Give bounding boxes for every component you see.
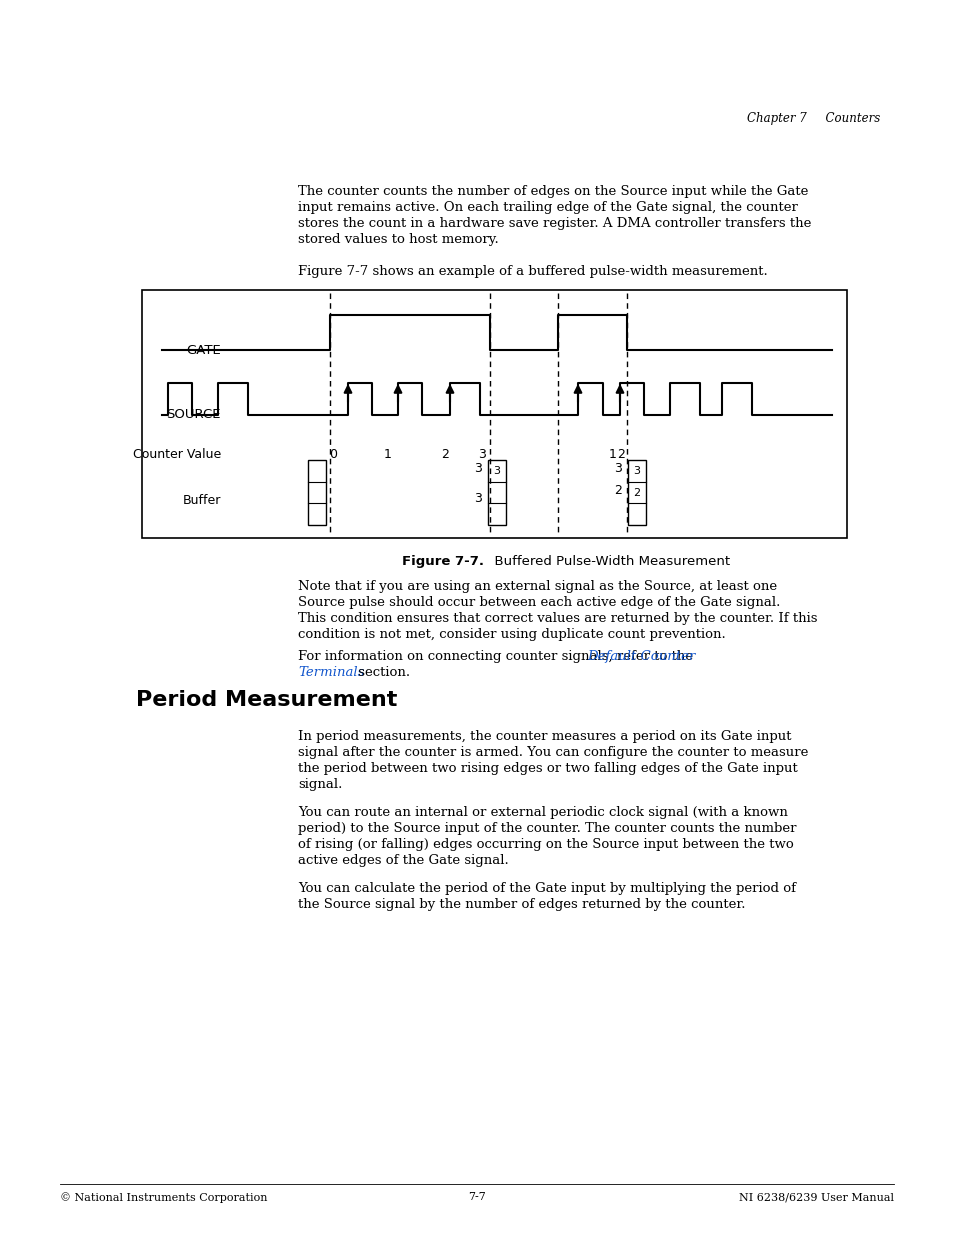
Text: 2: 2 [617, 448, 624, 462]
Text: Default Counter: Default Counter [587, 650, 695, 663]
Text: stored values to host memory.: stored values to host memory. [297, 233, 498, 246]
Text: section.: section. [354, 666, 410, 679]
Text: NI 6238/6239 User Manual: NI 6238/6239 User Manual [739, 1192, 893, 1202]
Text: 0: 0 [329, 448, 336, 462]
Text: the period between two rising edges or two falling edges of the Gate input: the period between two rising edges or t… [297, 762, 797, 776]
Text: condition is not met, consider using duplicate count prevention.: condition is not met, consider using dup… [297, 629, 725, 641]
Text: In period measurements, the counter measures a period on its Gate input: In period measurements, the counter meas… [297, 730, 791, 743]
Text: You can calculate the period of the Gate input by multiplying the period of: You can calculate the period of the Gate… [297, 882, 795, 895]
Text: You can route an internal or external periodic clock signal (with a known: You can route an internal or external pe… [297, 806, 787, 819]
Bar [308, 459, 326, 525]
Text: Figure 7-7.: Figure 7-7. [402, 555, 484, 568]
Text: For information on connecting counter signals, refer to the: For information on connecting counter si… [297, 650, 697, 663]
Text: the Source signal by the number of edges returned by the counter.: the Source signal by the number of edges… [297, 898, 744, 911]
Text: 7-7: 7-7 [468, 1192, 485, 1202]
Text: 2: 2 [633, 488, 639, 498]
Text: active edges of the Gate signal.: active edges of the Gate signal. [297, 853, 508, 867]
Text: 3: 3 [474, 493, 481, 505]
Text: period) to the Source input of the counter. The counter counts the number: period) to the Source input of the count… [297, 823, 796, 835]
Bar [627, 459, 645, 525]
Text: of rising (or falling) edges occurring on the Source input between the two: of rising (or falling) edges occurring o… [297, 839, 793, 851]
Text: 1: 1 [608, 448, 617, 462]
Text: 2: 2 [614, 483, 621, 496]
Text: Buffer: Buffer [182, 494, 221, 506]
Text: Figure 7-7 shows an example of a buffered pulse-width measurement.: Figure 7-7 shows an example of a buffere… [297, 266, 767, 278]
Text: 3: 3 [477, 448, 485, 462]
Text: 1: 1 [384, 448, 392, 462]
Text: input remains active. On each trailing edge of the Gate signal, the counter: input remains active. On each trailing e… [297, 201, 797, 214]
Text: Period Measurement: Period Measurement [136, 690, 397, 710]
Text: 3: 3 [474, 462, 481, 475]
Bar [488, 459, 505, 525]
Text: GATE: GATE [186, 343, 221, 357]
Text: 3: 3 [633, 466, 639, 475]
Text: stores the count in a hardware save register. A DMA controller transfers the: stores the count in a hardware save regi… [297, 217, 810, 230]
Text: Terminals: Terminals [297, 666, 364, 679]
Text: Chapter 7     Counters: Chapter 7 Counters [746, 112, 879, 125]
Text: © National Instruments Corporation: © National Instruments Corporation [60, 1192, 267, 1203]
Text: This condition ensures that correct values are returned by the counter. If this: This condition ensures that correct valu… [297, 613, 817, 625]
Text: 3: 3 [614, 462, 621, 475]
Text: signal.: signal. [297, 778, 342, 790]
Text: signal after the counter is armed. You can configure the counter to measure: signal after the counter is armed. You c… [297, 746, 807, 760]
Text: Counter Value: Counter Value [132, 448, 221, 462]
Text: Note that if you are using an external signal as the Source, at least one: Note that if you are using an external s… [297, 580, 777, 593]
Text: SOURCE: SOURCE [167, 409, 221, 421]
Text: 3: 3 [493, 466, 500, 475]
Bar [142, 290, 846, 538]
Text: The counter counts the number of edges on the Source input while the Gate: The counter counts the number of edges o… [297, 185, 807, 198]
Text: 2: 2 [440, 448, 449, 462]
Text: Source pulse should occur between each active edge of the Gate signal.: Source pulse should occur between each a… [297, 597, 780, 609]
Text: Buffered Pulse-Width Measurement: Buffered Pulse-Width Measurement [486, 555, 730, 568]
